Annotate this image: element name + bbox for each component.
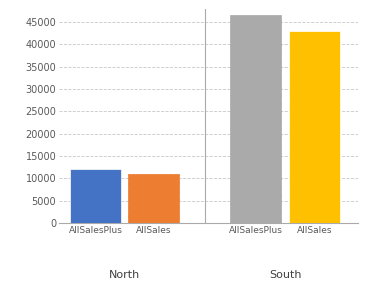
Text: North: North xyxy=(109,270,140,280)
Bar xyxy=(128,174,179,223)
Bar xyxy=(230,15,282,223)
Text: South: South xyxy=(269,270,301,280)
Bar xyxy=(289,31,340,223)
Bar xyxy=(70,169,121,223)
